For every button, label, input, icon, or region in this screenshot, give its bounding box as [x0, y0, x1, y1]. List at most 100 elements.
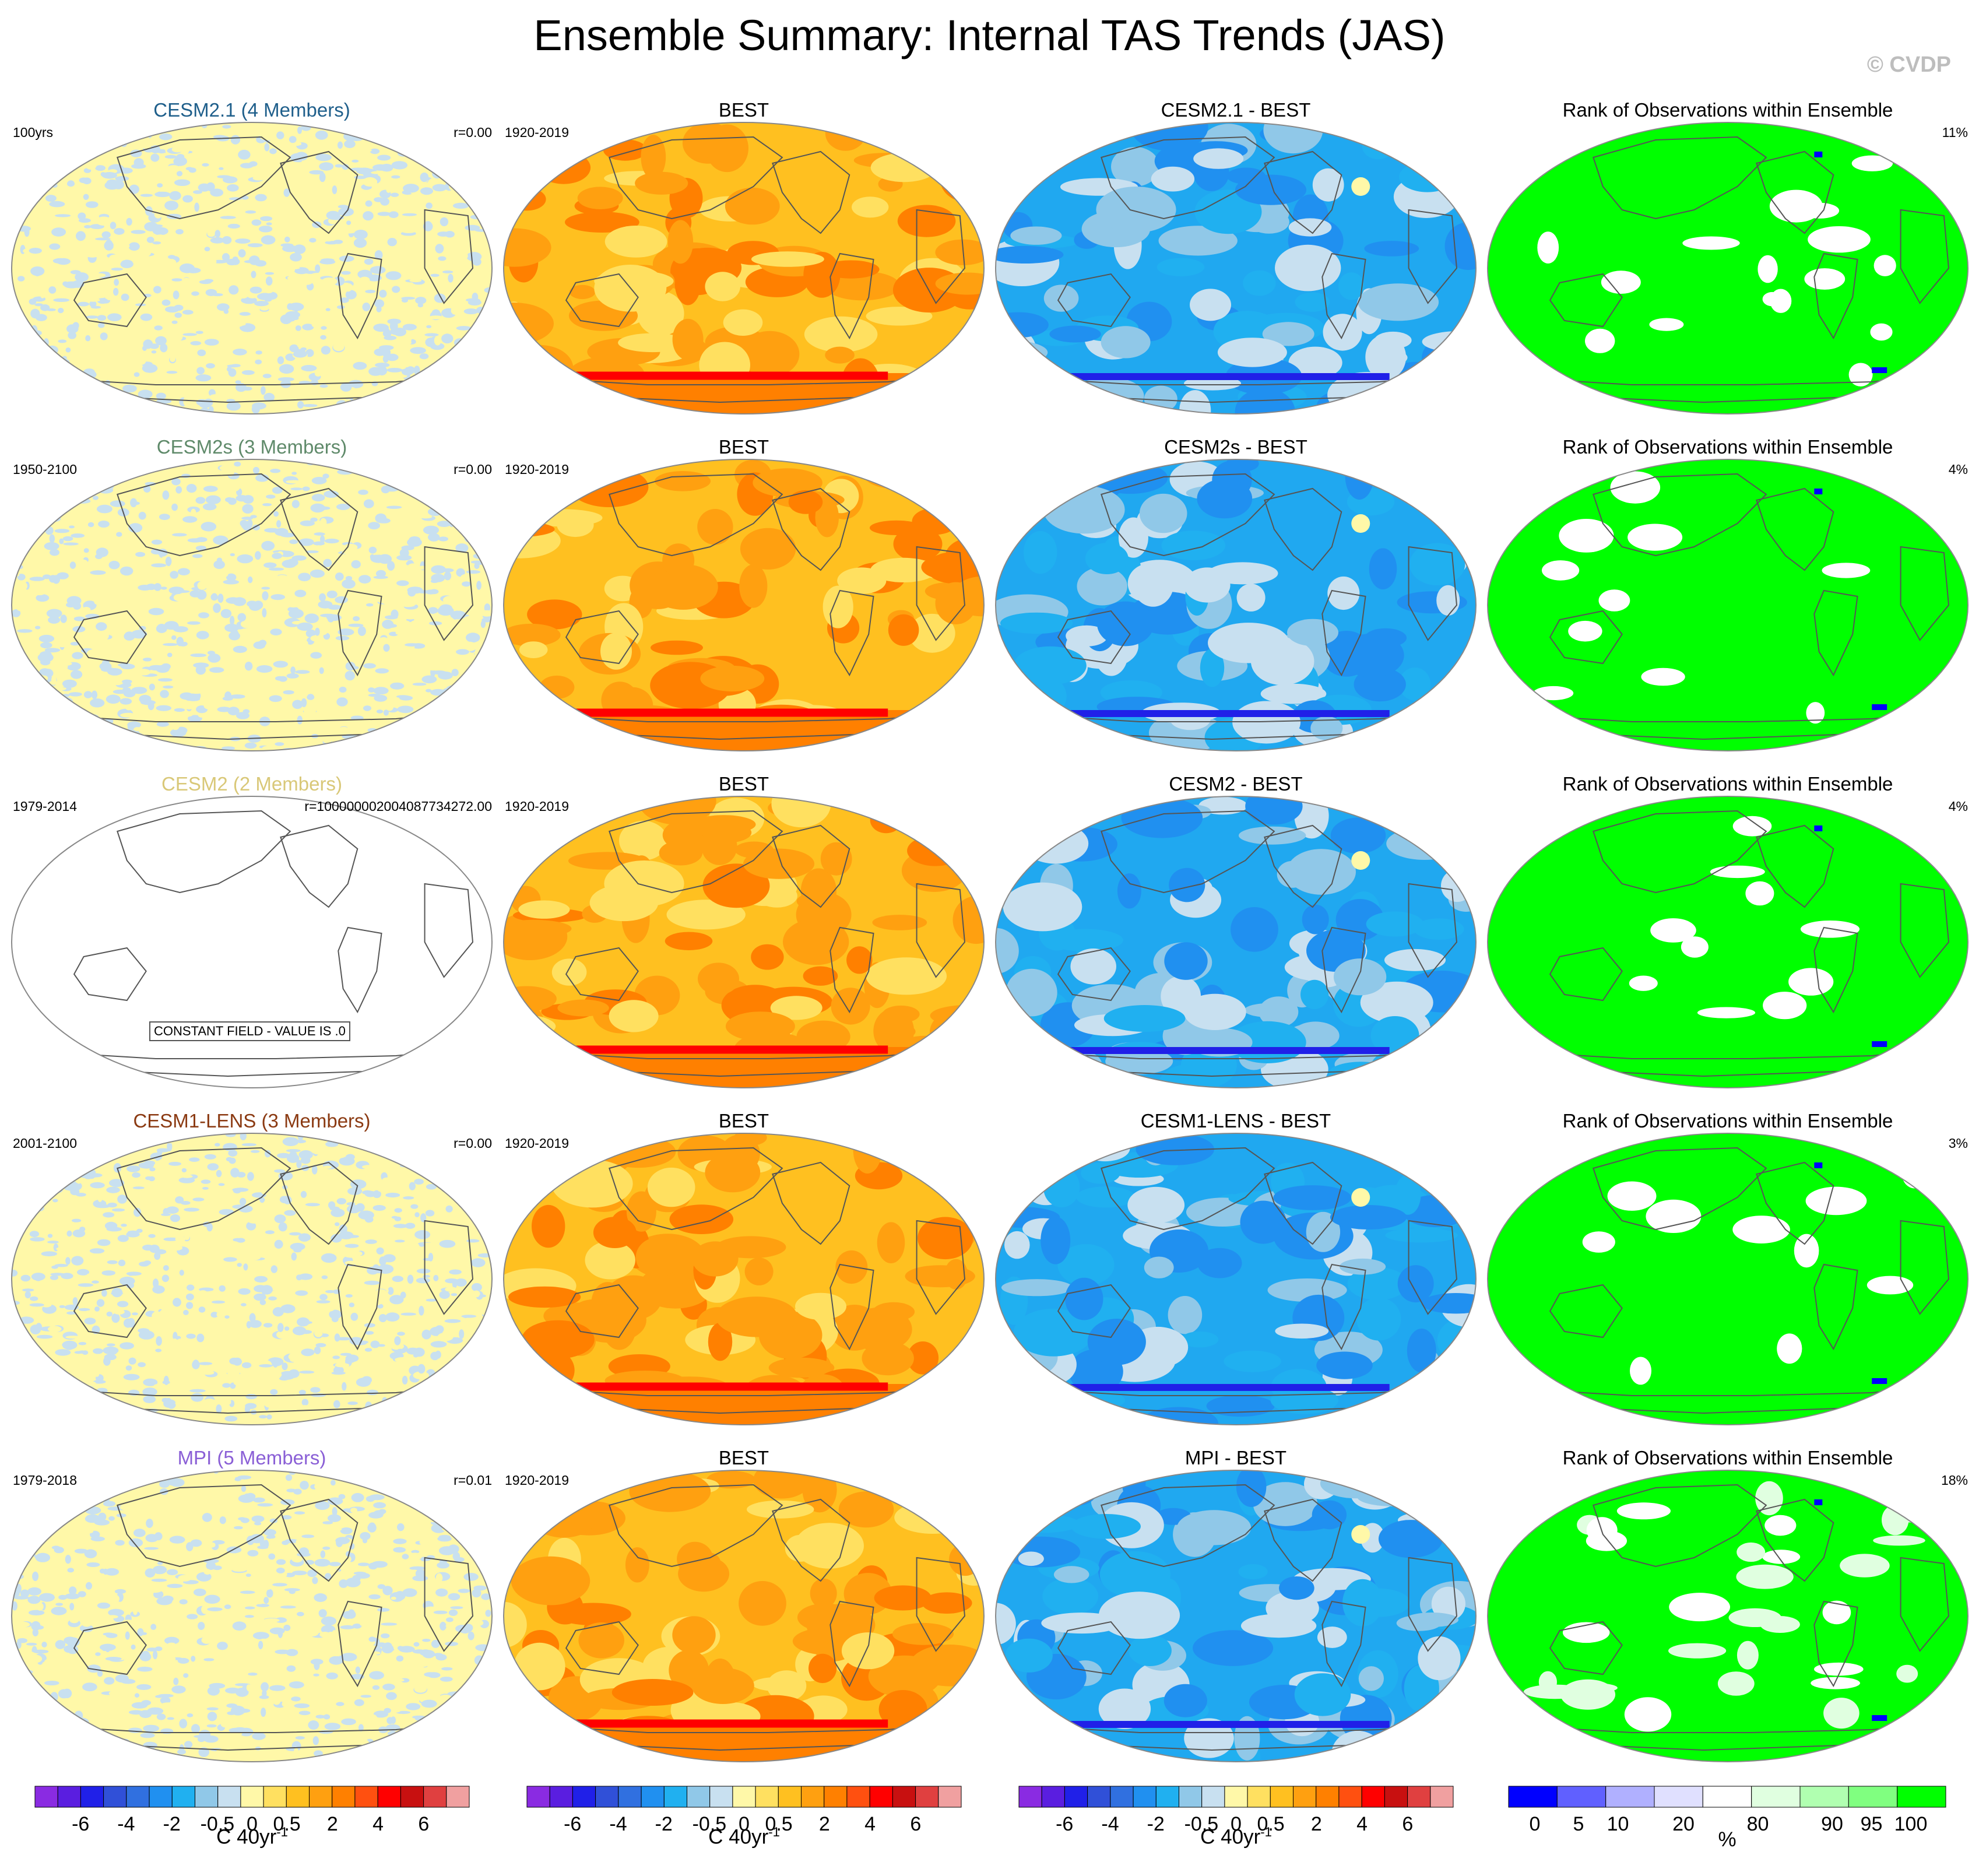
field-blob	[227, 184, 239, 192]
rank-white-patch	[1717, 1671, 1755, 1696]
field-blob	[233, 1357, 242, 1366]
field-blob	[206, 1724, 217, 1728]
field-blob	[384, 1708, 391, 1713]
field-blob	[285, 499, 294, 505]
field-blob	[319, 162, 334, 171]
field-blob	[195, 545, 206, 551]
trend-colorbar-tick-label: 0.5	[765, 1813, 792, 1835]
field-blob	[604, 860, 684, 907]
trend-colorbar-swatch	[915, 1786, 939, 1808]
field-blob	[40, 490, 50, 493]
trend-colorbar-unit: C 40yr-1	[182, 1825, 322, 1849]
field-blob	[178, 1575, 192, 1582]
field-blob	[945, 537, 984, 575]
field-blob	[238, 1662, 243, 1671]
rank-map-5	[1488, 1470, 1968, 1762]
field-blob	[272, 1670, 284, 1680]
field-blob	[173, 593, 185, 602]
field-blob	[247, 1172, 254, 1181]
continent-outline	[609, 136, 783, 220]
field-blob	[419, 515, 433, 519]
trend-colorbar-swatch	[869, 1786, 893, 1808]
field-blob	[384, 466, 389, 470]
field-blob	[123, 1318, 133, 1328]
field-blob	[426, 740, 438, 747]
rank-white-patch	[1559, 519, 1614, 553]
rank-white-patch	[1764, 1515, 1797, 1536]
rank-white-patch	[1682, 236, 1740, 250]
field-blob	[318, 180, 332, 189]
field-blob	[212, 1178, 218, 1185]
field-blob	[38, 634, 55, 643]
field-blob	[340, 1635, 347, 1641]
field-blob	[131, 230, 146, 234]
field-blob	[409, 1488, 416, 1498]
field-blob	[114, 228, 125, 235]
field-blob	[315, 627, 320, 636]
field-blob	[187, 1614, 198, 1619]
field-blob	[417, 303, 424, 308]
continent-outline	[424, 546, 474, 641]
field-blob	[261, 1682, 269, 1692]
rank-percent-label: 3%	[1948, 1136, 1968, 1151]
field-blob	[150, 1624, 157, 1630]
field-blob	[371, 1480, 384, 1490]
field-blob	[151, 563, 167, 568]
field-blob	[222, 236, 232, 244]
field-blob	[822, 260, 880, 279]
field-blob	[504, 829, 559, 850]
field-blob	[152, 1565, 167, 1575]
field-blob	[419, 565, 427, 570]
field-blob	[16, 1621, 30, 1628]
field-blob	[205, 289, 217, 296]
field-blob	[156, 1713, 166, 1720]
field-blob	[1407, 1329, 1436, 1373]
field-blob	[189, 157, 196, 162]
rank-white-patch	[1896, 1664, 1918, 1683]
field-blob	[445, 1624, 460, 1628]
field-blob	[441, 737, 455, 745]
field-blob	[388, 211, 399, 219]
continent-outline	[565, 947, 639, 1002]
field-blob	[29, 1181, 45, 1188]
field-blob	[171, 721, 180, 730]
field-blob	[119, 698, 132, 705]
field-blob	[298, 1233, 311, 1242]
field-blob	[227, 497, 237, 505]
field-blob	[485, 1719, 492, 1729]
diff-panel-title: CESM2.1 - BEST	[1161, 99, 1311, 121]
field-blob	[63, 124, 72, 131]
field-blob	[443, 596, 456, 605]
field-blob	[121, 293, 129, 301]
field-blob	[45, 252, 57, 258]
field-blob	[108, 1691, 121, 1696]
field-blob	[389, 1295, 404, 1305]
field-blob	[241, 1143, 257, 1147]
field-blob	[252, 1732, 266, 1740]
field-blob	[431, 565, 446, 574]
field-blob	[182, 516, 198, 523]
field-blob	[1342, 1579, 1383, 1626]
field-blob	[370, 1340, 380, 1348]
field-blob	[866, 957, 947, 995]
field-blob	[263, 1597, 269, 1604]
field-blob	[195, 1232, 204, 1238]
field-blob	[202, 1399, 217, 1408]
field-blob	[234, 461, 241, 467]
field-blob	[345, 1294, 353, 1298]
field-blob	[723, 309, 763, 336]
field-blob	[58, 1689, 70, 1699]
field-blob	[1168, 1296, 1203, 1334]
field-blob	[376, 306, 382, 312]
model-years-label: 2001-2100	[13, 1136, 77, 1151]
field-blob	[204, 693, 220, 700]
continent-outline	[829, 252, 874, 340]
continent-outline	[609, 473, 783, 557]
trend-colorbar-swatch	[1064, 1786, 1088, 1808]
rank-white-patch	[1646, 1199, 1702, 1233]
field-blob	[340, 1527, 353, 1534]
field-blob	[803, 966, 838, 986]
trend-colorbar-swatch	[195, 1786, 219, 1808]
field-blob	[222, 746, 235, 750]
field-blob	[78, 1385, 94, 1393]
